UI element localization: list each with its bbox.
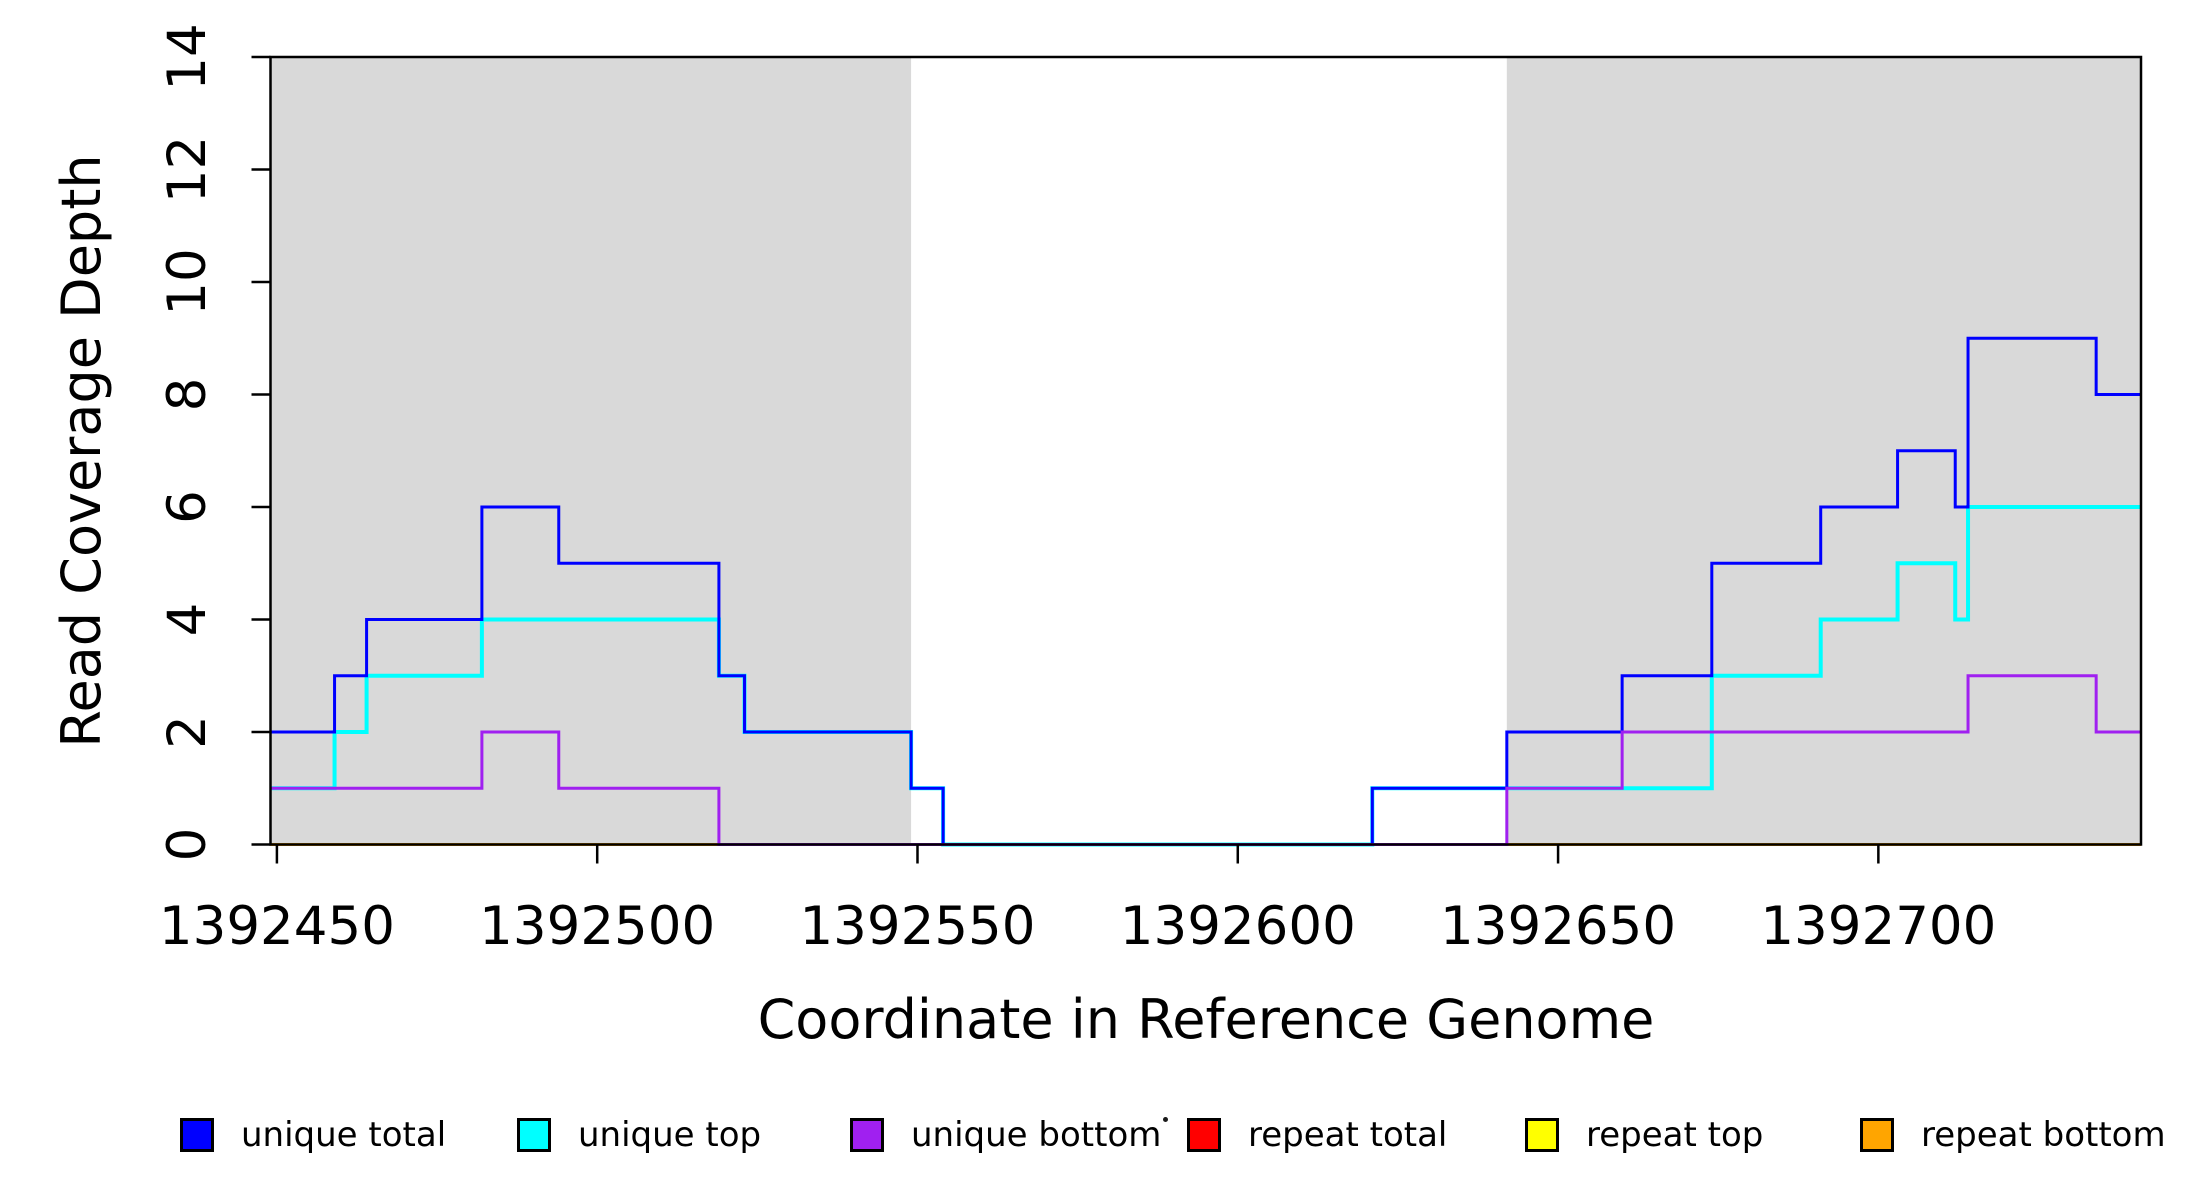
stray-dot [1163, 1117, 1168, 1122]
x-tick-label: 1392700 [1760, 896, 1996, 957]
x-tick-label: 1392550 [799, 896, 1035, 957]
y-tick-label: 12 [157, 136, 218, 203]
series-line-unique-bottom [270, 674, 2141, 846]
legend-label: repeat total [1248, 1115, 1448, 1155]
legend-item-repeat-total: repeat total [1187, 1112, 1447, 1158]
y-tick-label: 8 [157, 378, 218, 412]
legend-swatch-icon [1187, 1118, 1221, 1152]
y-tick-label: 2 [157, 715, 218, 749]
shaded-regions [270, 57, 2141, 845]
x-tick-label: 1392500 [479, 896, 715, 957]
legend-label: unique total [241, 1115, 447, 1155]
legend-swatch-icon [1860, 1118, 1894, 1152]
legend-swatch-icon [180, 1118, 214, 1152]
y-tick-label: 10 [157, 248, 218, 315]
legend-item-repeat-top: repeat top [1525, 1112, 1763, 1158]
legend-label: repeat top [1586, 1115, 1764, 1155]
plot-frame [269, 55, 2143, 846]
shaded-region [270, 57, 912, 845]
legend-item-unique-total: unique total [180, 1112, 446, 1158]
plot-border [269, 55, 2143, 846]
legend-swatch-icon [517, 1118, 551, 1152]
axis-tick-labels: 1392450 1392500 1392550 1392600 1392650 13927… [157, 23, 1996, 957]
y-tick-label: 0 [157, 828, 218, 862]
legend-label: unique bottom [911, 1115, 1162, 1155]
y-tick-label: 6 [157, 490, 218, 524]
legend-label: unique top [578, 1115, 762, 1155]
legend-swatch-icon [850, 1118, 884, 1152]
legend-item-unique-top: unique top [517, 1112, 761, 1158]
x-axis-title: Coordinate in Reference Genome [758, 988, 1655, 1051]
legend-label: repeat bottom [1921, 1115, 2166, 1155]
legend-swatch-icon [1525, 1118, 1559, 1152]
y-axis-title: Read Coverage Depth [50, 154, 113, 747]
y-tick-label: 4 [157, 603, 218, 637]
legend-item-repeat-bottom: repeat bottom [1860, 1112, 2166, 1158]
y-tick-label: 14 [157, 23, 218, 90]
x-tick-label: 1392650 [1440, 896, 1676, 957]
legend-item-unique-bottom: unique bottom [850, 1112, 1161, 1158]
x-tick-label: 1392600 [1120, 896, 1356, 957]
axis-ticks [251, 55, 1880, 864]
series-line-unique-total [270, 336, 2141, 846]
x-tick-label: 1392450 [159, 896, 395, 957]
shaded-region [1506, 57, 2141, 845]
